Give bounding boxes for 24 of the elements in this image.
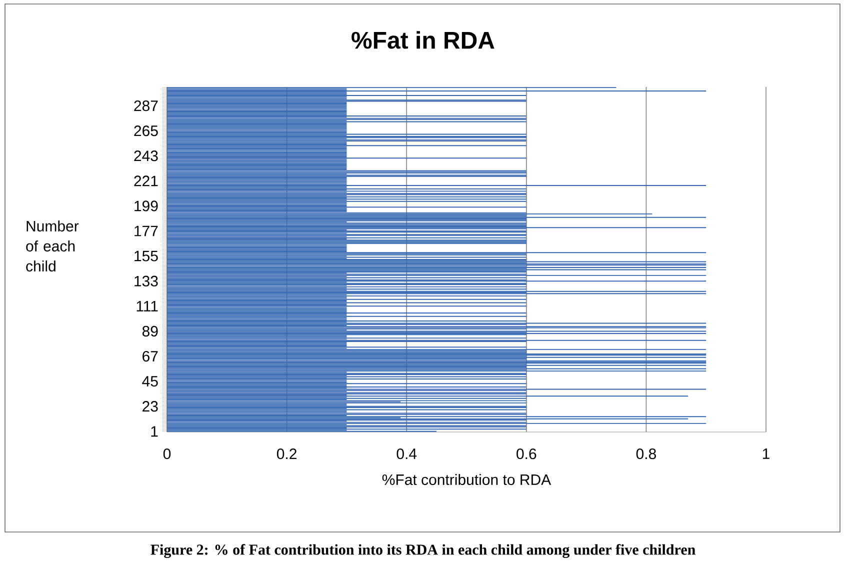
y-tick-label: 155 — [134, 250, 158, 262]
y-tick-label: 133 — [134, 276, 158, 286]
y-tick-label: 265 — [134, 126, 158, 136]
y-tick-label: 1 — [151, 426, 158, 437]
x-tick-label: 0.8 — [636, 448, 656, 460]
y-tick-label: 243 — [134, 150, 158, 162]
y-tick-label: 67 — [142, 350, 158, 362]
y-tick-label: 23 — [142, 401, 158, 412]
y-tick-label: 111 — [136, 301, 158, 312]
x-tick-label: 0.6 — [516, 448, 536, 460]
x-tick-label: 1 — [762, 448, 770, 459]
y-tick-label: 287 — [134, 100, 158, 112]
y-tick-label: 221 — [134, 176, 158, 186]
y-tick-label: 45 — [142, 376, 158, 387]
x-tick-label: 0.2 — [276, 448, 296, 460]
x-axis-title: %Fat contribution to RDA — [382, 474, 552, 486]
y-tick-label: 199 — [134, 200, 158, 212]
chart-title: %Fat in RDA — [352, 31, 494, 49]
y-tick-label: 89 — [142, 326, 158, 337]
x-tick-label: 0.4 — [396, 448, 417, 460]
y-tick-label: 177 — [134, 226, 158, 236]
caption: Figure 2: % of Fat contribution into its RDA in each child among under five children — [150, 544, 696, 558]
y-axis-title: Number of each child — [26, 220, 79, 272]
x-tick-label: 0 — [163, 448, 171, 460]
